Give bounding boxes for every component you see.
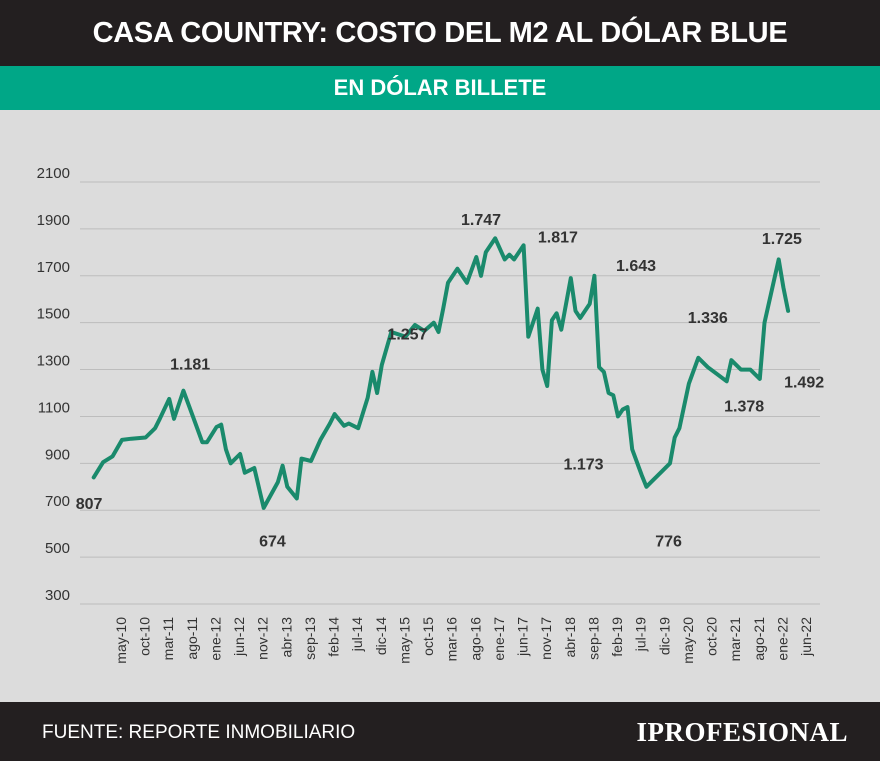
y-tick-label: 1300 (37, 353, 70, 370)
x-tick-label: mar-11 (160, 617, 176, 661)
x-tick-label: ene-22 (774, 617, 790, 661)
chart-subtitle: EN DÓLAR BILLETE (333, 75, 547, 100)
data-label: 1.336 (688, 310, 728, 327)
data-label: 1.257 (387, 327, 427, 344)
y-tick-label: 1900 (37, 212, 70, 229)
y-tick-label: 700 (45, 493, 70, 510)
x-tick-label: may-20 (680, 617, 696, 664)
source-note: FUENTE: REPORTE INMOBILIARIO (42, 722, 356, 743)
x-tick-label: abr-13 (278, 617, 294, 658)
x-tick-label: jun-17 (515, 617, 531, 657)
x-tick-label: ago-16 (467, 617, 483, 661)
x-tick-label: dic-19 (656, 617, 672, 655)
data-label: 807 (76, 496, 103, 513)
x-tick-label: oct-15 (420, 617, 436, 656)
x-tick-label: abr-18 (562, 617, 578, 658)
y-tick-label: 1100 (38, 399, 70, 416)
data-label: 1.181 (170, 356, 210, 373)
data-label: 1.643 (616, 258, 656, 275)
y-tick-label: 1700 (37, 259, 70, 276)
x-tick-label: may-15 (396, 617, 412, 664)
x-tick-label: mar-16 (444, 617, 460, 662)
chart-area: 300 500 700 900 1100 1300 1500 1700 1900 2100 may-… (0, 110, 880, 702)
x-tick-label: may-10 (113, 617, 129, 664)
title-bar: CASA COUNTRY: COSTO DEL M2 AL DÓLAR BLUE (0, 0, 880, 66)
y-tick-label: 2100 (37, 165, 70, 182)
x-tick-label: ago-21 (751, 617, 767, 661)
data-label: 1.817 (538, 229, 578, 246)
chart-title: CASA COUNTRY: COSTO DEL M2 AL DÓLAR BLUE (92, 16, 788, 49)
x-tick-label: jul-19 (633, 617, 649, 652)
x-tick-label: feb-14 (326, 617, 342, 657)
x-tick-label: dic-14 (373, 617, 389, 655)
data-label: 776 (655, 533, 682, 550)
x-tick-label: sep-13 (302, 617, 318, 660)
footer: FUENTE: REPORTE INMOBILIARIO IPROFESIONA… (0, 702, 880, 761)
data-label: 1.173 (563, 456, 603, 473)
line-chart: 300 500 700 900 1100 1300 1500 1700 1900 2100 may-… (37, 165, 825, 664)
y-tick-label: 900 (45, 446, 70, 463)
x-tick-label: jun-22 (798, 617, 814, 657)
x-tick-label: sep-18 (585, 617, 601, 660)
x-tick-label: oct-20 (704, 617, 720, 656)
y-tick-label: 1500 (37, 306, 70, 323)
x-tick-label: ene-12 (207, 617, 223, 661)
x-tick-label: nov-12 (255, 617, 271, 660)
x-tick-label: oct-10 (137, 617, 153, 656)
y-tick-label: 300 (45, 587, 70, 604)
x-tick-label: mar-21 (727, 617, 743, 662)
subtitle-bar: EN DÓLAR BILLETE (0, 66, 880, 110)
data-label: 674 (259, 533, 286, 550)
series-line (91, 236, 791, 510)
x-tick-label: ago-11 (184, 617, 200, 660)
x-tick-label: nov-17 (538, 617, 554, 660)
y-tick-label: 500 (45, 540, 70, 557)
x-tick-label: ene-17 (491, 617, 507, 661)
data-label: 1.492 (784, 375, 824, 392)
data-label: 1.725 (762, 231, 802, 248)
data-label: 1.747 (461, 212, 501, 229)
x-tick-label: feb-19 (609, 617, 625, 657)
data-label: 1.378 (724, 398, 764, 415)
x-tick-label: jun-12 (231, 617, 247, 657)
brand-logo: IPROFESIONAL (636, 717, 848, 747)
x-tick-label: jul-14 (349, 617, 365, 652)
